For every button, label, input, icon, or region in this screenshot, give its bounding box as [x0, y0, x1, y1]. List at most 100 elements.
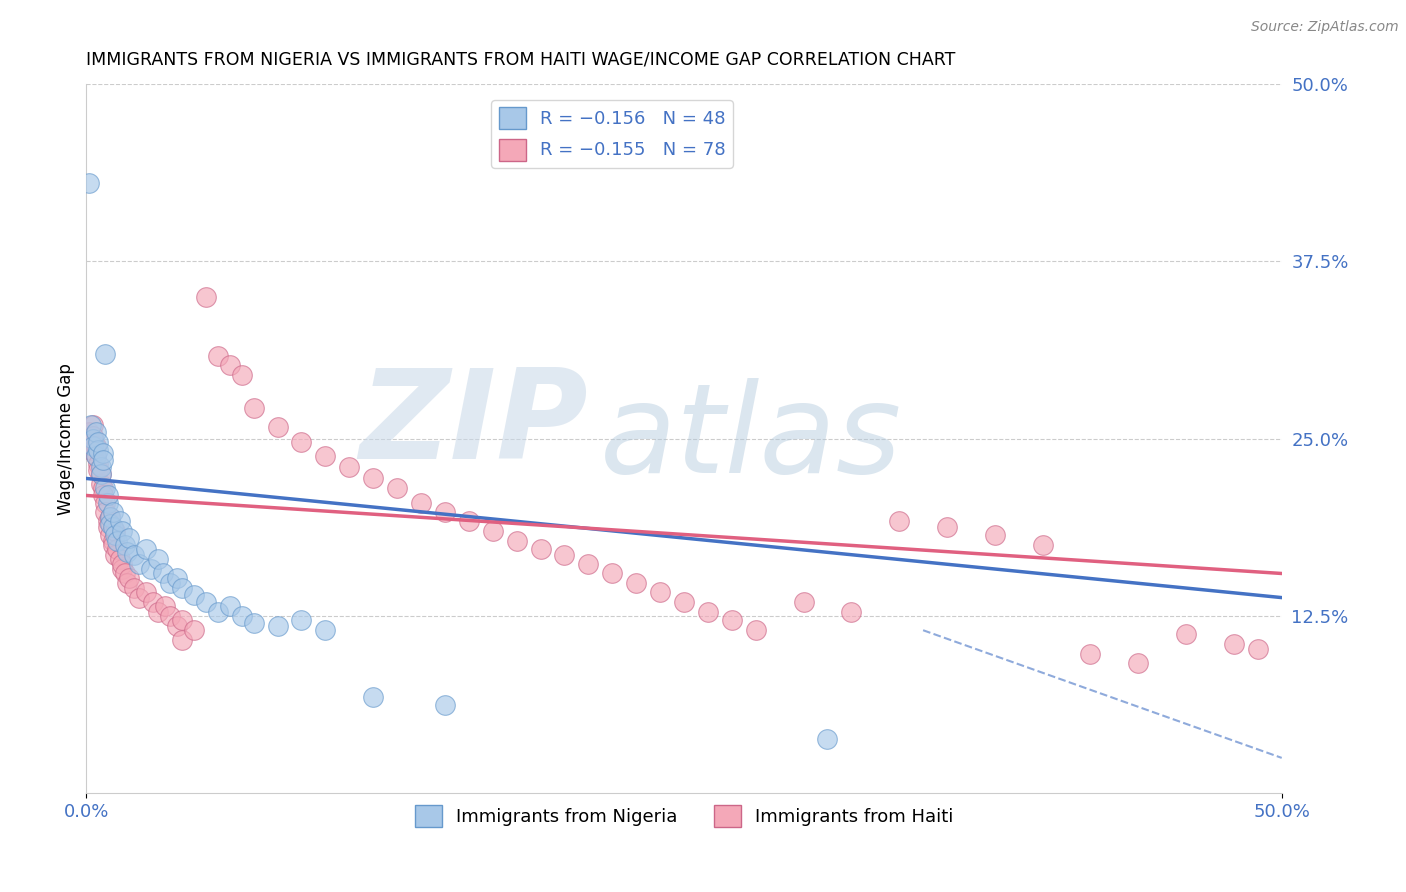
- Point: [98, 516, 121, 531]
- Point: [183, 588, 205, 602]
- Point: [152, 566, 174, 581]
- Point: [105, 533, 128, 548]
- Point: [108, 514, 131, 528]
- Point: [105, 542, 128, 557]
- Point: [77, 425, 100, 439]
- Point: [104, 548, 127, 562]
- Point: [87, 434, 110, 449]
- Point: [337, 460, 360, 475]
- Point: [104, 524, 127, 538]
- Point: [218, 358, 240, 372]
- Point: [529, 542, 551, 557]
- Text: atlas: atlas: [600, 378, 903, 500]
- Point: [231, 609, 253, 624]
- Point: [101, 506, 124, 520]
- Point: [97, 514, 120, 528]
- Point: [87, 443, 110, 458]
- Point: [266, 619, 288, 633]
- Point: [984, 528, 1007, 542]
- Point: [159, 576, 181, 591]
- Point: [1223, 637, 1246, 651]
- Point: [77, 177, 100, 191]
- Point: [101, 519, 124, 533]
- Point: [82, 432, 104, 446]
- Point: [128, 557, 150, 571]
- Point: [94, 482, 117, 496]
- Point: [118, 531, 141, 545]
- Point: [696, 605, 718, 619]
- Point: [80, 434, 103, 449]
- Point: [91, 482, 114, 496]
- Point: [114, 566, 136, 581]
- Point: [98, 509, 121, 524]
- Point: [118, 571, 141, 585]
- Point: [90, 477, 112, 491]
- Point: [97, 495, 120, 509]
- Point: [91, 446, 114, 460]
- Point: [841, 605, 863, 619]
- Point: [170, 613, 193, 627]
- Point: [314, 624, 336, 638]
- Point: [87, 463, 110, 477]
- Point: [94, 495, 117, 509]
- Point: [122, 581, 145, 595]
- Point: [139, 562, 162, 576]
- Point: [82, 429, 104, 443]
- Point: [385, 482, 408, 496]
- Point: [266, 420, 288, 434]
- Point: [242, 616, 264, 631]
- Point: [97, 488, 120, 502]
- Point: [1128, 656, 1150, 670]
- Point: [84, 449, 107, 463]
- Point: [104, 528, 127, 542]
- Point: [936, 519, 959, 533]
- Point: [600, 566, 623, 581]
- Point: [361, 471, 384, 485]
- Point: [889, 514, 911, 528]
- Point: [90, 460, 112, 475]
- Point: [745, 624, 768, 638]
- Point: [218, 599, 240, 613]
- Point: [553, 548, 575, 562]
- Point: [817, 732, 839, 747]
- Point: [80, 417, 103, 432]
- Point: [1175, 627, 1198, 641]
- Point: [433, 698, 456, 713]
- Point: [576, 557, 599, 571]
- Point: [135, 585, 157, 599]
- Point: [146, 605, 169, 619]
- Text: ZIP: ZIP: [360, 364, 588, 485]
- Point: [242, 401, 264, 415]
- Point: [361, 690, 384, 704]
- Point: [90, 467, 112, 482]
- Point: [409, 495, 432, 509]
- Y-axis label: Wage/Income Gap: Wage/Income Gap: [58, 363, 75, 515]
- Point: [82, 439, 104, 453]
- Point: [183, 624, 205, 638]
- Point: [111, 524, 134, 538]
- Point: [721, 613, 744, 627]
- Text: IMMIGRANTS FROM NIGERIA VS IMMIGRANTS FROM HAITI WAGE/INCOME GAP CORRELATION CHA: IMMIGRANTS FROM NIGERIA VS IMMIGRANTS FR…: [86, 51, 956, 69]
- Point: [97, 519, 120, 533]
- Point: [142, 595, 165, 609]
- Point: [290, 434, 312, 449]
- Point: [135, 542, 157, 557]
- Point: [194, 290, 217, 304]
- Point: [101, 538, 124, 552]
- Point: [111, 557, 134, 571]
- Point: [82, 417, 104, 432]
- Point: [648, 585, 671, 599]
- Point: [505, 533, 527, 548]
- Point: [98, 528, 121, 542]
- Point: [91, 488, 114, 502]
- Point: [108, 552, 131, 566]
- Point: [115, 545, 138, 559]
- Point: [207, 605, 229, 619]
- Point: [170, 581, 193, 595]
- Point: [84, 449, 107, 463]
- Point: [166, 571, 188, 585]
- Point: [624, 576, 647, 591]
- Text: Source: ZipAtlas.com: Source: ZipAtlas.com: [1251, 20, 1399, 34]
- Point: [433, 506, 456, 520]
- Point: [207, 350, 229, 364]
